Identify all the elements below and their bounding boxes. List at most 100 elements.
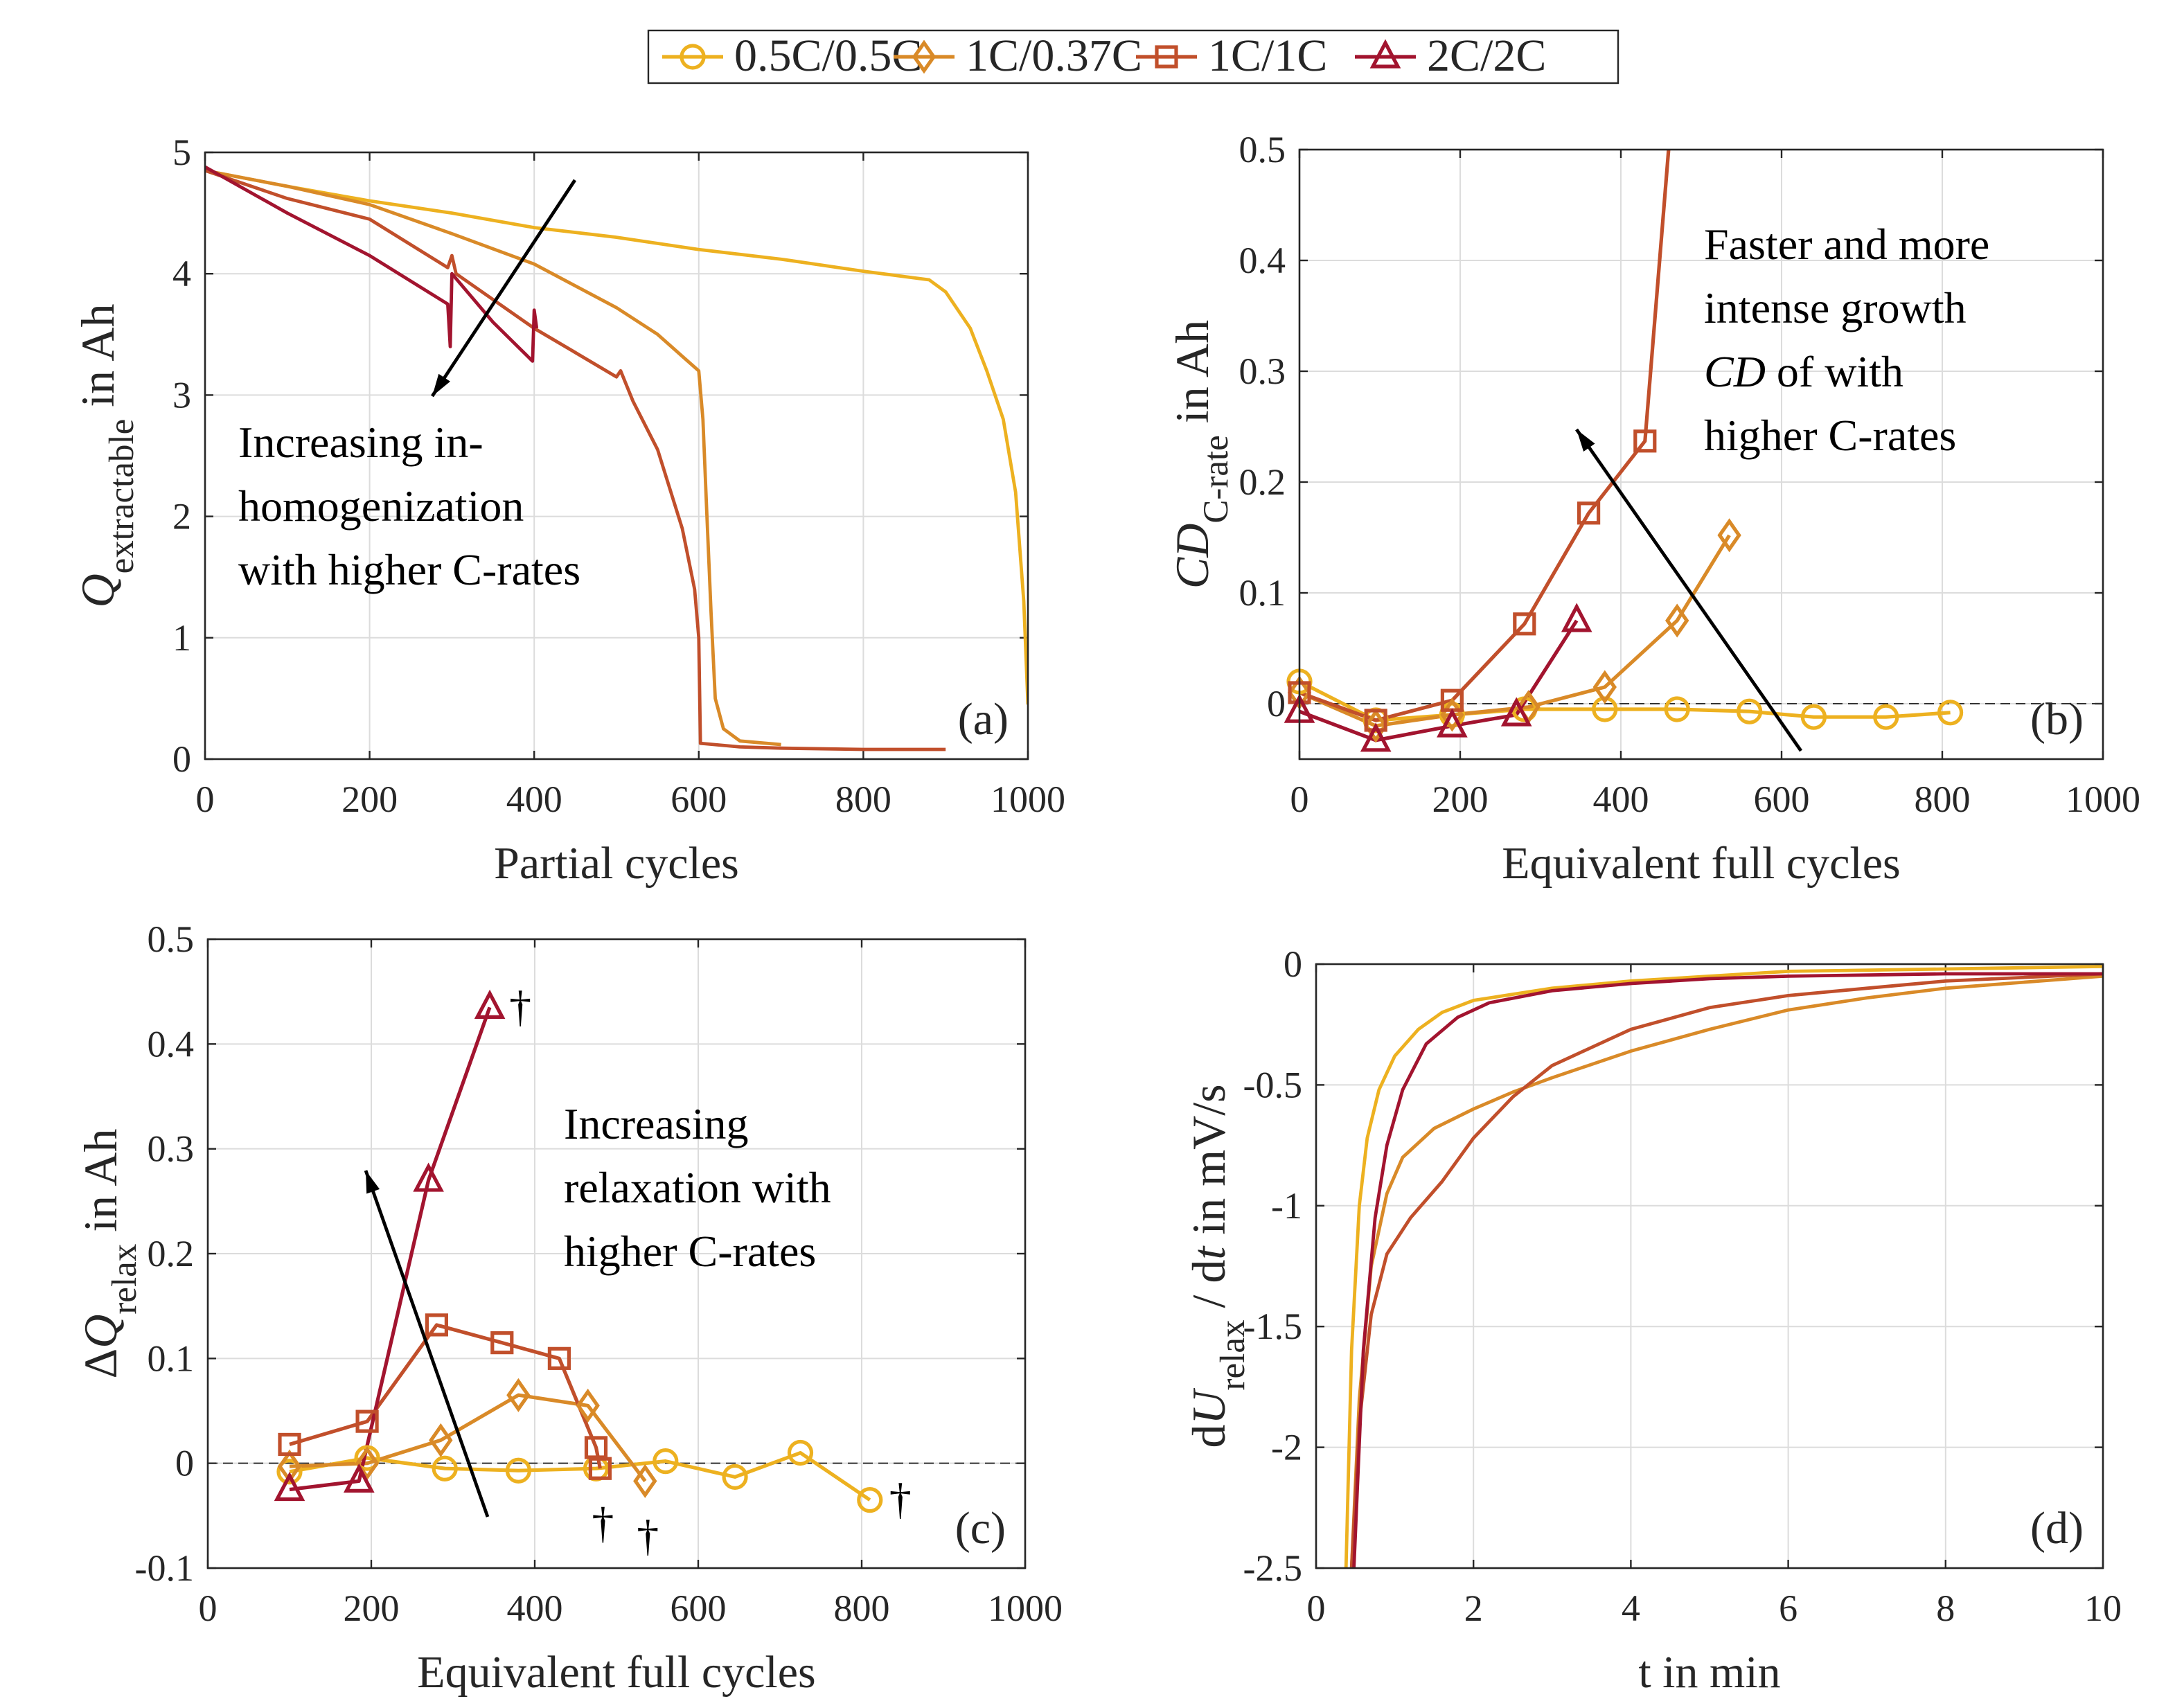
data-point-square (490, 1331, 514, 1355)
chart-panel-c: 0 200 400 600 800 1000-0.100.10.20.30.40.5†† †… (74, 918, 1063, 1698)
plot-area (1316, 964, 2103, 1568)
data-point-diamond (1364, 709, 1388, 743)
y-tick-label: 0.2 (1239, 461, 1286, 503)
end-of-life-dagger: † (637, 1511, 659, 1560)
arrow-shaft (364, 1170, 490, 1518)
panel-letter: (d) (2030, 1503, 2084, 1554)
x-tick-label: 800 (835, 779, 891, 820)
data-point-circle (722, 1464, 748, 1490)
y-tick-label: 0 (175, 1443, 194, 1484)
series-line-1C/1C (1349, 972, 2103, 1568)
data-point-triangle (1360, 722, 1392, 752)
annotation-text: Increasing in-homogenization with higher … (238, 418, 580, 594)
annotation-line: homogenization (238, 481, 524, 531)
annotation-line: intense growth (1704, 283, 1967, 332)
series-line-1C/1C (289, 1323, 602, 1469)
x-tick-label: 400 (507, 1587, 563, 1629)
end-of-life-dagger: † (509, 981, 531, 1031)
x-tick-label: 400 (506, 779, 562, 820)
label-part: relax (105, 1244, 144, 1315)
x-tick-label: 600 (671, 779, 727, 820)
y-tick-label: 0.4 (148, 1023, 195, 1065)
y-tick-label: 0.5 (148, 918, 195, 960)
y-axis-label: ΔQrelax in Ah (74, 1128, 144, 1378)
x-tick-label: 800 (834, 1587, 890, 1629)
annotation-line: with higher C-rates (238, 545, 580, 594)
x-tick-label: 1000 (988, 1587, 1063, 1629)
label-part: relax (1214, 1320, 1252, 1391)
y-tick-label: 0.4 (1239, 240, 1286, 281)
x-tick-label: 1000 (2066, 779, 2140, 820)
data-point-square (425, 1313, 449, 1337)
y-tick-label: 0.5 (1239, 129, 1286, 170)
x-tick-label: 6 (1779, 1587, 1798, 1629)
data-point-diamond (1592, 670, 1617, 704)
series-line-0.5C/0.5C (289, 1451, 871, 1502)
panel-letter: (c) (955, 1503, 1006, 1554)
y-tick-label: -0.1 (135, 1547, 194, 1589)
label-part: in Ah (71, 303, 124, 418)
chart-panel-a: 0 200 400 600 800 1000 0 1 2 3 4 5 (a) Partial cycles… (71, 132, 1065, 889)
y-tick-label: -2 (1271, 1427, 1302, 1468)
data-point-circle (1664, 696, 1690, 722)
x-axis-label: t in min (1638, 1647, 1780, 1698)
series-line-1C/1C (1299, 150, 1671, 722)
data-point-triangle (413, 1162, 444, 1192)
label-part: CD (1704, 347, 1766, 396)
data-point-circle (505, 1457, 532, 1484)
x-tick-label: 400 (1593, 779, 1649, 820)
label-part: Q (71, 573, 124, 607)
label-part: of with (1766, 347, 1903, 396)
end-of-life-dagger: † (889, 1475, 912, 1524)
label-part: with higher C-rates (238, 545, 580, 594)
data-point-diamond (633, 1464, 657, 1498)
label-part: Increasing in- (238, 418, 483, 467)
arrow-head (1577, 429, 1595, 452)
y-tick-label: -1 (1271, 1185, 1302, 1227)
label-part: extractable (103, 419, 141, 574)
annotation-line: relaxation with (564, 1163, 831, 1212)
data-point-circle (1937, 700, 1964, 726)
x-tick-label: 200 (1432, 779, 1489, 820)
plot-area (205, 152, 1028, 759)
legend: 0.5C/0.5C 1C/0.37C 1C/1C 2C/2C (647, 29, 1619, 84)
annotation-line: higher C-rates (1704, 411, 1956, 460)
series-line-2C/2C (205, 165, 539, 363)
data-point-circle (1873, 704, 1899, 730)
data-point-circle (787, 1439, 814, 1466)
x-tick-label: 2 (1464, 1587, 1483, 1629)
label-part: / d (1182, 1260, 1235, 1320)
y-axis-label: dUrelax / dt in mV/s (1182, 1084, 1252, 1448)
trend-arrow-icon (430, 179, 577, 398)
annotation-line: Increasing in- (238, 418, 483, 467)
end-of-life-dagger: † (592, 1498, 614, 1547)
data-point-circle (653, 1448, 679, 1475)
y-tick-label: 0 (172, 738, 191, 780)
annotation-line: Faster and more (1704, 220, 1989, 269)
x-tick-label: 1000 (991, 779, 1065, 820)
y-tick-label: 2 (172, 496, 191, 537)
axes-box (206, 938, 1027, 1569)
y-tick-label: 0.1 (1239, 572, 1286, 614)
marker-group (1284, 429, 1964, 752)
legend-label: 2C/2C (1427, 30, 1546, 81)
x-tick-label: 200 (341, 779, 398, 820)
y-tick-label: 0.1 (148, 1337, 195, 1379)
data-point-triangle (1437, 708, 1468, 738)
y-tick-label: 0 (1267, 683, 1286, 724)
data-point-diamond (277, 1449, 302, 1484)
series-line-0.5C/0.5C (1299, 679, 1951, 722)
x-tick-label: 0 (199, 1587, 218, 1629)
marker-group (274, 989, 883, 1513)
panel-letter: (b) (2030, 694, 2084, 745)
series-group (289, 1006, 871, 1502)
label-part: Δ (74, 1349, 127, 1379)
y-tick-label: 0.3 (148, 1128, 195, 1170)
label-part: d (1182, 1425, 1235, 1448)
data-point-diamond (576, 1388, 600, 1423)
series-line-0.5C/0.5C (205, 168, 1028, 705)
y-tick-label: -2.5 (1243, 1547, 1302, 1589)
series-line-0.5C/0.5C (1344, 965, 2103, 1568)
